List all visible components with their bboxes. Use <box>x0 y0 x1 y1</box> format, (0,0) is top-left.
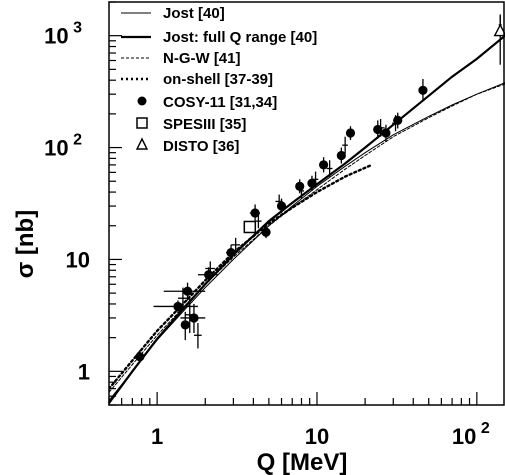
open-triangle-marker <box>493 23 505 37</box>
data-point-filled-circle <box>345 126 356 140</box>
filled-circle-marker <box>135 352 145 362</box>
data-point-filled-circle <box>249 204 260 222</box>
y-tick-label: 1 <box>78 359 90 384</box>
legend-entry: COSY-11 [31,34] <box>137 94 277 111</box>
data-points <box>135 14 505 363</box>
legend: Jost [40] Jost: full Q range [40] N-G-W [4… <box>121 5 317 155</box>
legend-entry: on-shell [37-39] <box>121 71 273 88</box>
curve-thick-dotted <box>109 163 373 390</box>
x-tick-label: 1 <box>151 424 163 449</box>
filled-circle-marker <box>226 248 236 258</box>
data-point-filled-circle <box>276 198 287 214</box>
data-point-filled-circle <box>336 147 346 164</box>
y-tick-label: 10 <box>66 247 90 272</box>
plot-frame <box>108 1 505 406</box>
data-point-filled-circle <box>418 79 428 102</box>
filled-circle-marker <box>373 124 383 135</box>
x-axis-label: Q [MeV] <box>257 449 348 475</box>
data-point-filled-circle <box>226 244 236 261</box>
data-point-filled-circle <box>295 179 305 194</box>
legend-entry: Jost: full Q range [40] <box>121 29 317 46</box>
data-point-filled-circle <box>135 350 145 363</box>
legend-entry: SPESIII [35] <box>136 116 246 133</box>
data-point-filled-circle <box>393 112 403 129</box>
legend-entry: Jost [40] <box>121 5 225 22</box>
axis-ticks <box>108 1 478 406</box>
x-tick-label: 10 <box>305 424 329 449</box>
filled-circle-marker <box>189 313 199 323</box>
curve-thin-dashed <box>109 83 505 393</box>
legend-label: Jost: full Q range [40] <box>163 29 317 46</box>
data-point-filled-circle <box>163 282 206 301</box>
cross-point <box>326 160 333 177</box>
filled-circle-marker <box>173 301 183 312</box>
legend-label: DISTO [36] <box>163 138 239 155</box>
filled-circle-marker <box>295 181 305 191</box>
filled-circle-marker <box>261 227 271 237</box>
curve-thin <box>109 82 505 401</box>
filled-circle-marker <box>180 320 190 330</box>
filled-circle-marker <box>418 85 428 95</box>
data-point-filled-circle <box>373 120 383 139</box>
filled-circle-marker <box>381 128 391 138</box>
tick-labels: 1 10 10 2 1 10 10 2 10 3 <box>44 20 490 449</box>
legend-label: SPESIII [35] <box>163 116 246 133</box>
y-axis-label: σ [nb] <box>12 210 39 278</box>
cross-point <box>231 237 241 253</box>
x-tick-label: 10 2 <box>452 420 490 449</box>
data-point-filled-circle <box>261 225 271 239</box>
legend-open-triangle <box>135 137 149 150</box>
legend-entry: DISTO [36] <box>135 137 239 155</box>
filled-circle-marker <box>250 208 260 218</box>
cross-point <box>193 323 202 349</box>
filled-circle-marker <box>182 286 193 296</box>
cross-point <box>255 213 262 229</box>
curve-thick <box>109 34 505 405</box>
data-point-filled-circle <box>180 311 190 341</box>
legend-filled-circle <box>137 96 147 106</box>
filled-circle-marker <box>307 178 317 188</box>
data-point-filled-circle <box>319 157 329 173</box>
cross-point <box>342 136 348 154</box>
filled-circle-marker <box>276 201 287 211</box>
theory-curves <box>109 34 505 405</box>
legend-entry: N-G-W [41] <box>121 50 241 67</box>
data-point-filled-circle <box>180 303 206 334</box>
filled-circle-marker <box>204 270 214 280</box>
data-point-filled-circle <box>197 267 218 282</box>
open-square-marker <box>243 220 257 234</box>
legend-label: COSY-11 [31,34] <box>163 94 277 111</box>
filled-circle-marker <box>336 150 346 161</box>
y-tick-label: 10 3 <box>44 20 82 49</box>
data-point-open-square <box>243 220 257 234</box>
legend-label: Jost [40] <box>163 5 225 22</box>
data-point-open-triangle <box>493 15 505 65</box>
legend-label: on-shell [37-39] <box>163 71 273 88</box>
y-tick-label: 10 2 <box>44 132 82 161</box>
data-point-filled-circle <box>381 124 391 142</box>
filled-circle-marker <box>319 160 329 170</box>
legend-label: N-G-W [41] <box>163 50 241 67</box>
data-point-filled-circle <box>153 300 198 314</box>
filled-circle-marker <box>393 115 403 125</box>
filled-circle-marker <box>345 128 356 138</box>
legend-open-square <box>136 117 148 129</box>
data-point-filled-circle <box>307 175 317 191</box>
